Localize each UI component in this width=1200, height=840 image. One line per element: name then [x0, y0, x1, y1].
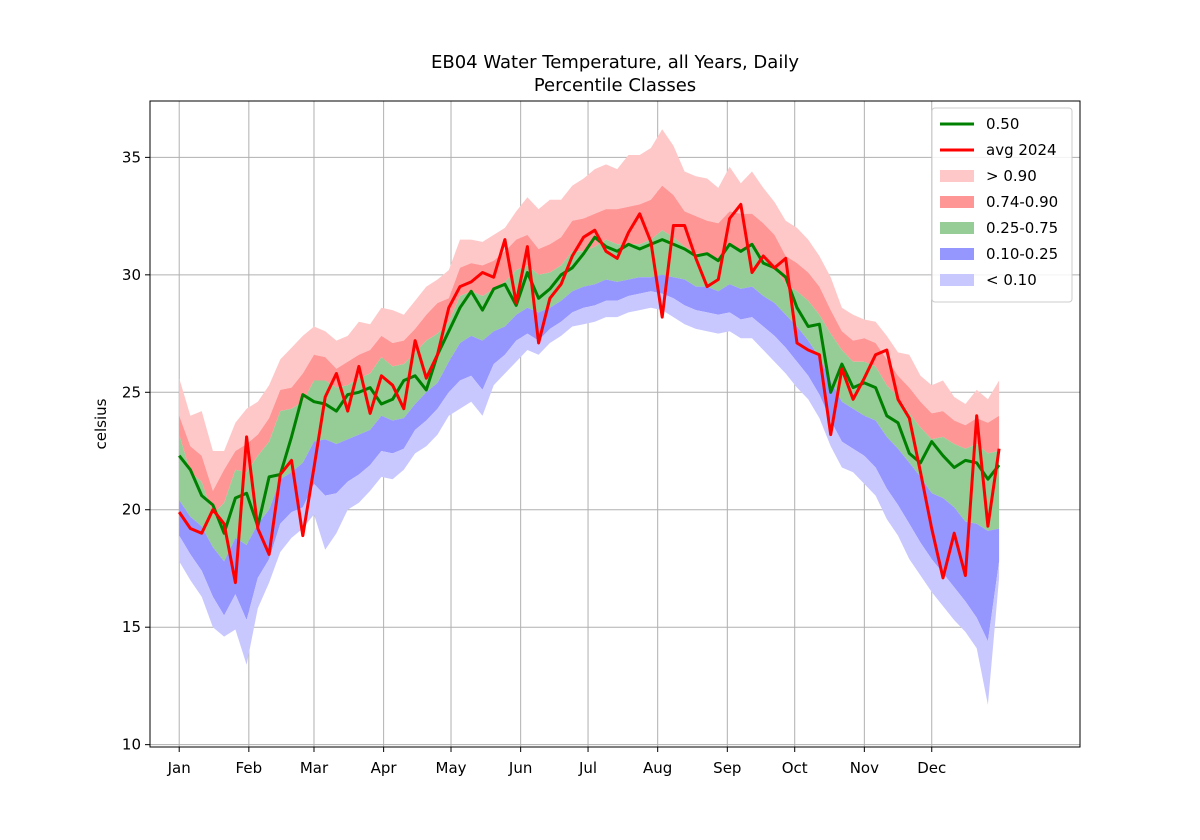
- x-tick-label: Sep: [713, 759, 741, 777]
- band-0-74-0-90: [179, 185, 1000, 515]
- legend-label: 0.74-0.90: [986, 193, 1058, 211]
- y-axis-label: celsius: [92, 398, 110, 449]
- y-tick-label: 30: [122, 266, 141, 284]
- x-tick-label: Oct: [782, 759, 808, 777]
- x-tick-label: Jun: [508, 759, 532, 777]
- chart-title: EB04 Water Temperature, all Years, Daily: [431, 52, 799, 73]
- series-lines: [177, 202, 1001, 585]
- band-0-10-0-25: [179, 274, 1000, 642]
- plot-area-frame: [149, 100, 1081, 748]
- series-line-avg-2024: [177, 202, 1001, 585]
- y-tick-label: 15: [122, 618, 141, 636]
- legend-swatch-patch: [940, 274, 974, 286]
- axis-ticks: Jan Feb Mar Apr May Jun Jul Aug Sep Oct Nov Dec 10 15…: [122, 148, 946, 777]
- x-tick-label: Aug: [643, 759, 672, 777]
- x-tick-label: May: [436, 759, 467, 777]
- x-tick-label: Nov: [850, 759, 879, 777]
- chart-subtitle: Percentile Classes: [534, 75, 696, 96]
- x-tick-label: Mar: [300, 759, 329, 777]
- legend-label: 0.10-0.25: [986, 245, 1058, 263]
- legend-label: 0.50: [986, 115, 1019, 133]
- y-tick-label: 35: [122, 148, 141, 166]
- band-0-90: [179, 129, 1000, 491]
- legend: 0.50 avg 2024 > 0.90 0.74-0.90 0.25-0.75 0.10…: [931, 107, 1073, 303]
- x-tick-label: Dec: [917, 759, 946, 777]
- x-tick-label: Jan: [167, 759, 191, 777]
- legend-label: 0.25-0.75: [986, 219, 1058, 237]
- legend-label: < 0.10: [986, 271, 1037, 289]
- y-tick-label: 20: [122, 501, 141, 519]
- band-0-10: [179, 291, 1000, 705]
- legend-label: > 0.90: [986, 167, 1037, 185]
- legend-swatch-patch: [940, 248, 974, 260]
- y-tick-label: 25: [122, 383, 141, 401]
- legend-swatch-patch: [940, 222, 974, 234]
- x-tick-label: Apr: [371, 759, 398, 777]
- legend-label: avg 2024: [986, 141, 1057, 159]
- x-tick-label: Jul: [578, 759, 597, 777]
- legend-swatch-patch: [940, 170, 974, 182]
- x-tick-label: Feb: [236, 759, 263, 777]
- legend-swatch-patch: [940, 196, 974, 208]
- y-tick-label: 10: [122, 736, 141, 754]
- percentile-bands: [179, 129, 1000, 705]
